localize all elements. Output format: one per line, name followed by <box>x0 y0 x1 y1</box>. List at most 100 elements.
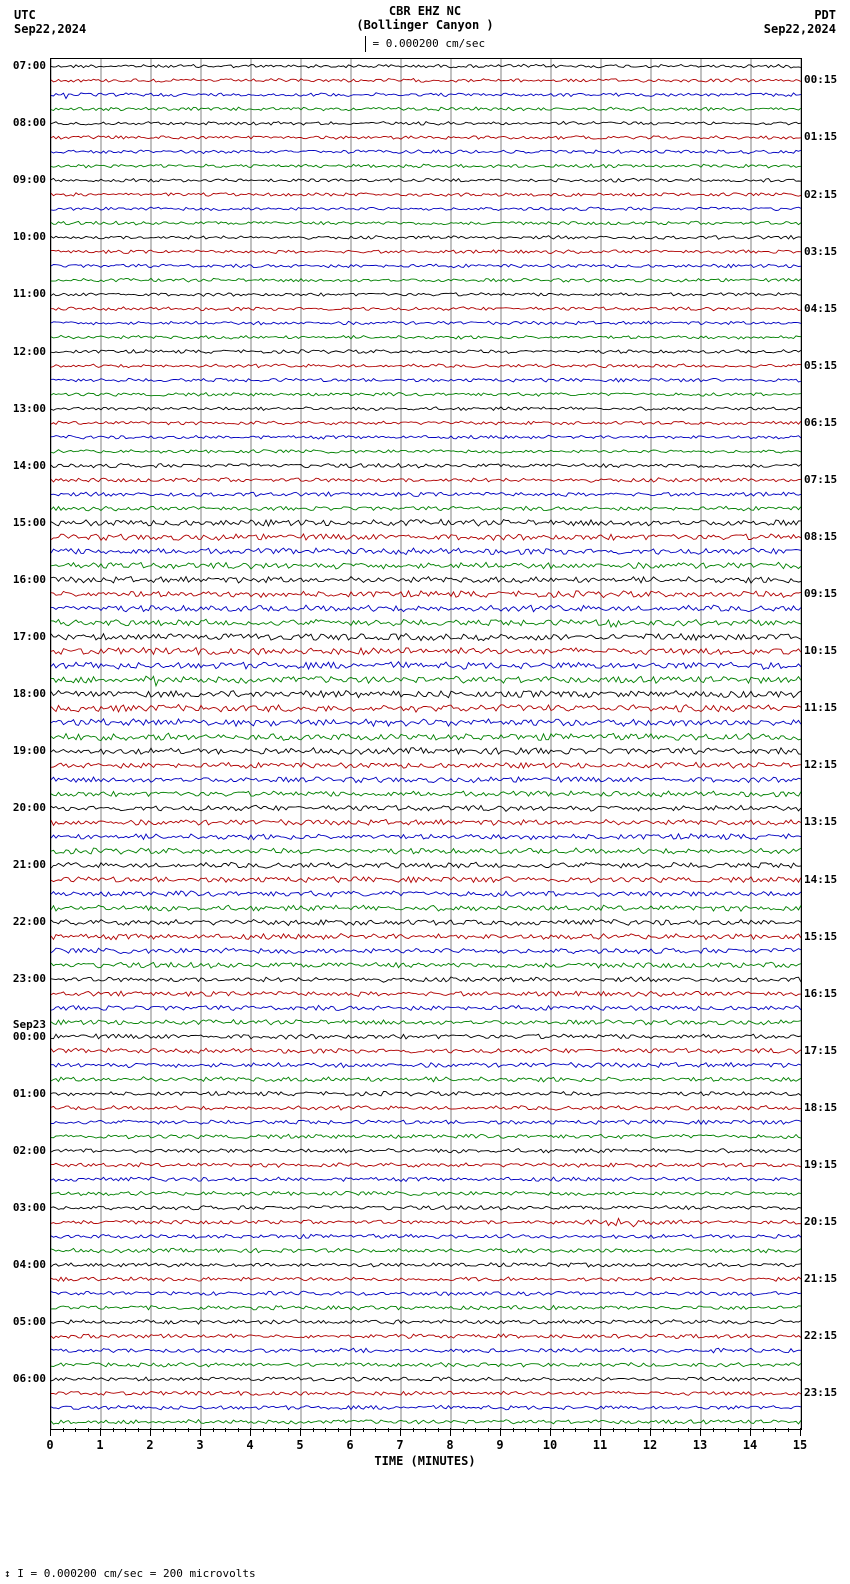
x-minor-tick <box>788 1428 789 1432</box>
scale-bar-icon <box>365 36 366 52</box>
right-hour-label: 16:15 <box>804 988 837 999</box>
left-hour-label: 12:00 <box>13 346 46 357</box>
x-tick <box>450 1428 451 1436</box>
left-hour-label: 15:00 <box>13 517 46 528</box>
left-hour-label: 08:00 <box>13 117 46 128</box>
x-minor-tick <box>625 1428 626 1432</box>
x-minor-tick <box>763 1428 764 1432</box>
x-tick-label: 0 <box>46 1438 53 1452</box>
right-hour-label: 18:15 <box>804 1102 837 1113</box>
seismogram-container: UTC Sep22,2024 CBR EHZ NC (Bollinger Can… <box>0 0 850 1584</box>
left-hour-label: 03:00 <box>13 1202 46 1213</box>
x-minor-tick <box>375 1428 376 1432</box>
x-minor-tick <box>238 1428 239 1432</box>
left-hour-label: 07:00 <box>13 60 46 71</box>
left-time-axis: 07:0008:0009:0010:0011:0012:0013:0014:00… <box>0 58 48 1428</box>
x-axis-title: TIME (MINUTES) <box>50 1454 800 1468</box>
x-tick <box>200 1428 201 1436</box>
x-minor-tick <box>688 1428 689 1432</box>
left-hour-label: 21:00 <box>13 859 46 870</box>
left-hour-label: 11:00 <box>13 288 46 299</box>
x-minor-tick <box>338 1428 339 1432</box>
x-tick-label: 8 <box>446 1438 453 1452</box>
x-minor-tick <box>213 1428 214 1432</box>
station-location-label: (Bollinger Canyon ) <box>0 18 850 32</box>
x-minor-tick <box>113 1428 114 1432</box>
x-tick-label: 4 <box>246 1438 253 1452</box>
x-tick-label: 12 <box>643 1438 657 1452</box>
left-hour-label: 06:00 <box>13 1373 46 1384</box>
footer-scale-text: = 0.000200 cm/sec = 200 microvolts <box>24 1567 256 1580</box>
x-minor-tick <box>138 1428 139 1432</box>
plot-area <box>50 58 802 1430</box>
x-minor-tick <box>488 1428 489 1432</box>
left-hour-label: 05:00 <box>13 1316 46 1327</box>
station-code-label: CBR EHZ NC <box>0 4 850 18</box>
right-hour-label: 00:15 <box>804 74 837 85</box>
x-minor-tick <box>325 1428 326 1432</box>
x-minor-tick <box>513 1428 514 1432</box>
x-minor-tick <box>538 1428 539 1432</box>
x-minor-tick <box>175 1428 176 1432</box>
x-minor-tick <box>275 1428 276 1432</box>
right-hour-label: 15:15 <box>804 931 837 942</box>
x-minor-tick <box>438 1428 439 1432</box>
x-minor-tick <box>663 1428 664 1432</box>
right-hour-label: 04:15 <box>804 303 837 314</box>
right-hour-label: 06:15 <box>804 417 837 428</box>
x-minor-tick <box>225 1428 226 1432</box>
header-right: PDT Sep22,2024 <box>764 8 836 36</box>
x-minor-tick <box>425 1428 426 1432</box>
x-minor-tick <box>288 1428 289 1432</box>
x-tick-label: 6 <box>346 1438 353 1452</box>
left-hour-label: 23:00 <box>13 973 46 984</box>
left-hour-label: 13:00 <box>13 403 46 414</box>
x-tick-label: 5 <box>296 1438 303 1452</box>
right-hour-label: 03:15 <box>804 246 837 257</box>
left-hour-label: 20:00 <box>13 802 46 813</box>
left-hour-label: 19:00 <box>13 745 46 756</box>
x-tick <box>700 1428 701 1436</box>
left-hour-label: 18:00 <box>13 688 46 699</box>
right-hour-label: 23:15 <box>804 1387 837 1398</box>
left-hour-label: 14:00 <box>13 460 46 471</box>
x-tick <box>550 1428 551 1436</box>
x-tick-label: 11 <box>593 1438 607 1452</box>
right-hour-label: 07:15 <box>804 474 837 485</box>
x-minor-tick <box>125 1428 126 1432</box>
x-minor-tick <box>713 1428 714 1432</box>
x-tick <box>350 1428 351 1436</box>
right-hour-label: 22:15 <box>804 1330 837 1341</box>
left-hour-label: 02:00 <box>13 1145 46 1156</box>
seismic-traces <box>51 59 801 1429</box>
right-hour-label: 05:15 <box>804 360 837 371</box>
left-hour-label: 00:00 <box>13 1031 46 1042</box>
left-hour-label: 17:00 <box>13 631 46 642</box>
x-tick-label: 3 <box>196 1438 203 1452</box>
x-minor-tick <box>263 1428 264 1432</box>
x-minor-tick <box>63 1428 64 1432</box>
x-tick-label: 13 <box>693 1438 707 1452</box>
x-tick <box>300 1428 301 1436</box>
right-hour-label: 17:15 <box>804 1045 837 1056</box>
x-minor-tick <box>675 1428 676 1432</box>
x-tick <box>650 1428 651 1436</box>
x-minor-tick <box>638 1428 639 1432</box>
x-tick-label: 10 <box>543 1438 557 1452</box>
x-minor-tick <box>413 1428 414 1432</box>
right-hour-label: 12:15 <box>804 759 837 770</box>
x-tick <box>600 1428 601 1436</box>
x-tick-label: 15 <box>793 1438 807 1452</box>
right-hour-label: 10:15 <box>804 645 837 656</box>
right-time-axis: 00:1501:1502:1503:1504:1505:1506:1507:15… <box>802 58 850 1428</box>
right-hour-label: 21:15 <box>804 1273 837 1284</box>
left-hour-label: 01:00 <box>13 1088 46 1099</box>
x-minor-tick <box>575 1428 576 1432</box>
x-minor-tick <box>363 1428 364 1432</box>
x-axis: TIME (MINUTES) 0123456789101112131415 <box>50 1428 800 1478</box>
x-tick-label: 2 <box>146 1438 153 1452</box>
x-minor-tick <box>725 1428 726 1432</box>
x-tick <box>250 1428 251 1436</box>
x-tick <box>150 1428 151 1436</box>
right-hour-label: 01:15 <box>804 131 837 142</box>
